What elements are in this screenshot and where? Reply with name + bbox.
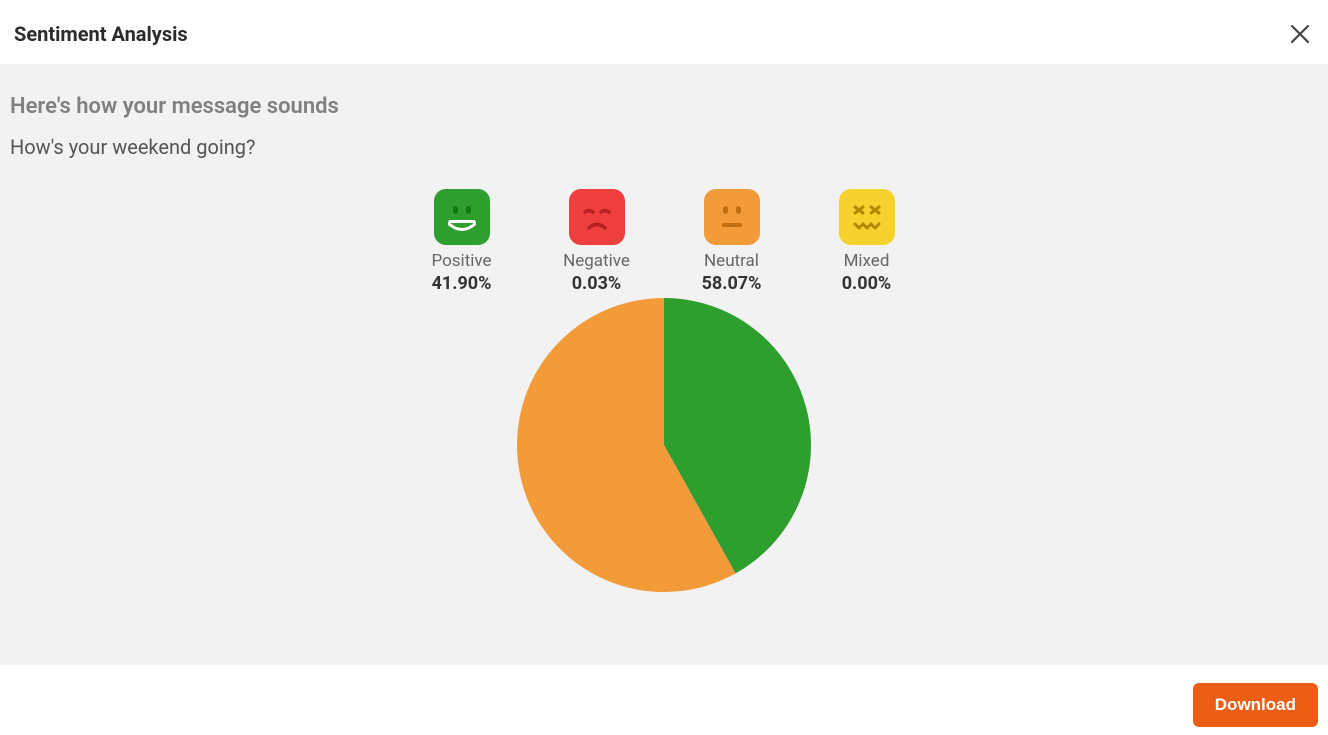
content-area: Here's how your message sounds How's you…	[0, 64, 1328, 665]
sentiment-label: Neutral	[704, 251, 759, 271]
sentiment-mixed: Mixed 0.00%	[832, 189, 902, 294]
message-text: How's your weekend going?	[10, 135, 1318, 159]
sentiment-label: Negative	[563, 251, 630, 271]
modal-title: Sentiment Analysis	[14, 22, 188, 46]
mixed-face-icon	[839, 189, 895, 245]
neutral-face-icon	[704, 189, 760, 245]
close-icon[interactable]	[1286, 20, 1314, 48]
download-button[interactable]: Download	[1193, 683, 1318, 727]
content-subtitle: Here's how your message sounds	[10, 94, 1318, 119]
sentiment-value: 41.90%	[432, 273, 492, 294]
sentiment-value: 58.07%	[702, 273, 762, 294]
sentiment-label: Mixed	[844, 251, 890, 271]
sentiment-neutral: Neutral 58.07%	[697, 189, 767, 294]
sad-face-icon	[569, 189, 625, 245]
modal-footer: Download	[0, 665, 1328, 735]
happy-face-icon	[434, 189, 490, 245]
sentiment-value: 0.03%	[572, 273, 622, 294]
sentiment-label: Positive	[431, 251, 491, 271]
sentiment-positive: Positive 41.90%	[427, 189, 497, 294]
sentiment-value: 0.00%	[842, 273, 892, 294]
sentiment-negative: Negative 0.03%	[562, 189, 632, 294]
modal-header: Sentiment Analysis	[0, 0, 1328, 64]
sentiment-pie-chart	[517, 298, 811, 592]
pie-chart-container	[10, 298, 1318, 592]
sentiments-row: Positive 41.90% Negative 0.03%	[10, 189, 1318, 294]
